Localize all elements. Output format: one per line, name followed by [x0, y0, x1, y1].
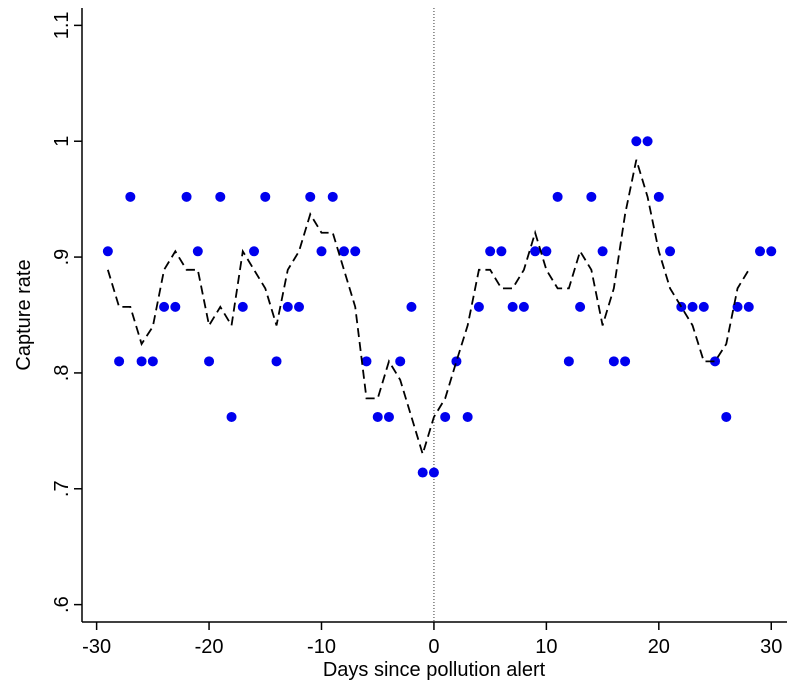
point [159, 301, 170, 312]
point [114, 356, 125, 367]
y-tick-label: .8 [51, 365, 73, 382]
point [597, 246, 608, 257]
point [620, 356, 631, 367]
x-tick-label: -10 [307, 636, 336, 658]
point [125, 191, 136, 202]
point [170, 301, 181, 312]
trend-line [106, 159, 750, 458]
point [395, 356, 406, 367]
y-tick-label: .9 [51, 249, 73, 266]
point [136, 356, 147, 367]
point [192, 246, 203, 257]
point [563, 356, 574, 367]
point [249, 246, 260, 257]
x-tick-label: -30 [82, 636, 111, 658]
point [631, 136, 642, 147]
point [237, 301, 248, 312]
point [575, 301, 586, 312]
point [530, 246, 541, 257]
point [305, 191, 316, 202]
point [361, 356, 372, 367]
point [552, 191, 563, 202]
x-tick-label: 10 [535, 636, 557, 658]
point [294, 301, 305, 312]
point [428, 467, 439, 478]
point [440, 411, 451, 422]
point [316, 246, 327, 257]
x-tick-label: -20 [195, 636, 224, 658]
point [327, 191, 338, 202]
point [260, 191, 271, 202]
point [518, 301, 529, 312]
point [698, 301, 709, 312]
y-tick-label: .6 [51, 596, 73, 613]
x-tick-label: 0 [428, 636, 439, 658]
point [204, 356, 215, 367]
point [710, 356, 721, 367]
point [473, 301, 484, 312]
x-tick-label: 20 [648, 636, 670, 658]
point [147, 356, 158, 367]
point [372, 411, 383, 422]
point [766, 246, 777, 257]
point [215, 191, 226, 202]
y-axis-label: Capture rate [13, 259, 35, 370]
point [485, 246, 496, 257]
point [541, 246, 552, 257]
x-tick-label: 30 [760, 636, 782, 658]
y-tick-label: 1.1 [51, 11, 73, 39]
point [642, 136, 653, 147]
point [417, 467, 428, 478]
point [451, 356, 462, 367]
point [721, 411, 732, 422]
point [743, 301, 754, 312]
point [271, 356, 282, 367]
point [350, 246, 361, 257]
x-axis-label: Days since pollution alert [323, 659, 546, 681]
point [586, 191, 597, 202]
point [181, 191, 192, 202]
y-tick-label: .7 [51, 480, 73, 497]
point [496, 246, 507, 257]
point [687, 301, 698, 312]
point [406, 301, 417, 312]
point [282, 301, 293, 312]
point [507, 301, 518, 312]
point [383, 411, 394, 422]
point [653, 191, 664, 202]
point [338, 246, 349, 257]
point [665, 246, 676, 257]
y-tick-label: 1 [51, 136, 73, 147]
point [102, 246, 113, 257]
point [608, 356, 619, 367]
point [462, 411, 473, 422]
point [755, 246, 766, 257]
point [226, 411, 237, 422]
